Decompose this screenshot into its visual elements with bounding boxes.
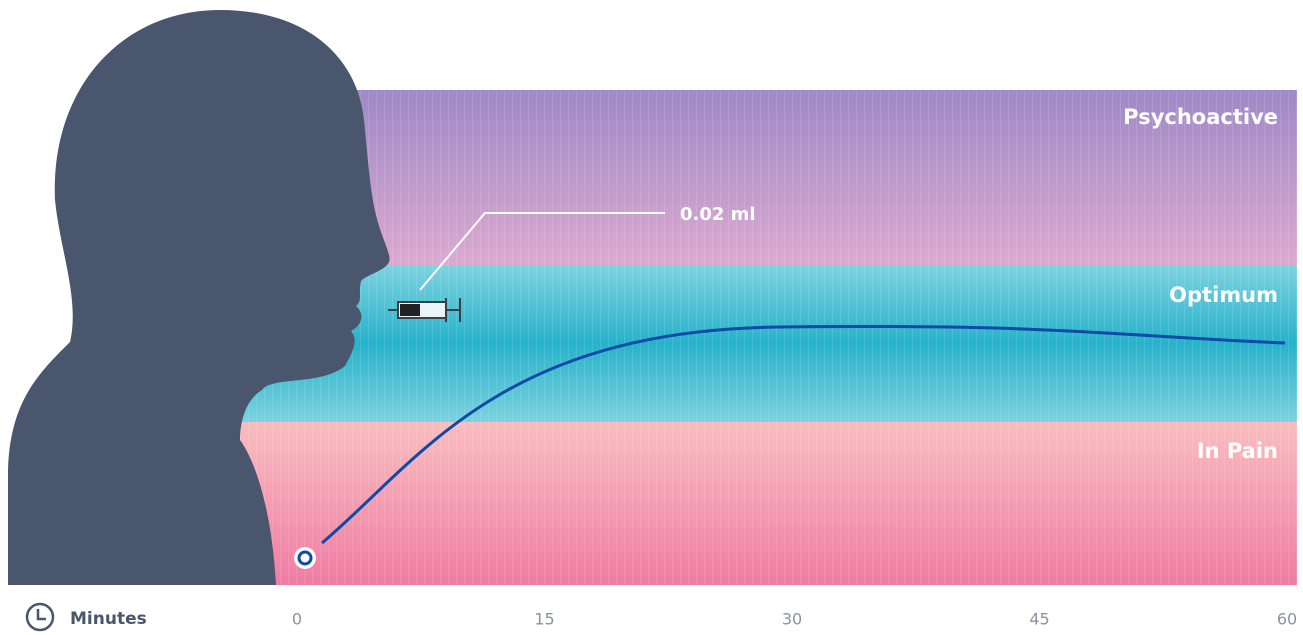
x-tick-label: 30: [782, 610, 802, 629]
band-label: Optimum: [1169, 283, 1278, 307]
annotation: 0.02 ml: [680, 204, 756, 225]
texture: [240, 90, 1297, 585]
x-tick-label: 45: [1029, 610, 1049, 629]
band-label: Psychoactive: [1123, 105, 1278, 129]
x-axis-label: Minutes: [70, 609, 147, 629]
x-tick-label: 0: [292, 610, 302, 629]
chart: 0.02 ml Minutes Psychoactive Optimum In Pa…: [0, 0, 1303, 635]
x-tick-label: 60: [1277, 610, 1297, 629]
x-tick-label: 15: [534, 610, 554, 629]
start-marker: [294, 547, 316, 569]
band-label: In Pain: [1197, 439, 1278, 463]
clock-icon: [27, 604, 53, 630]
